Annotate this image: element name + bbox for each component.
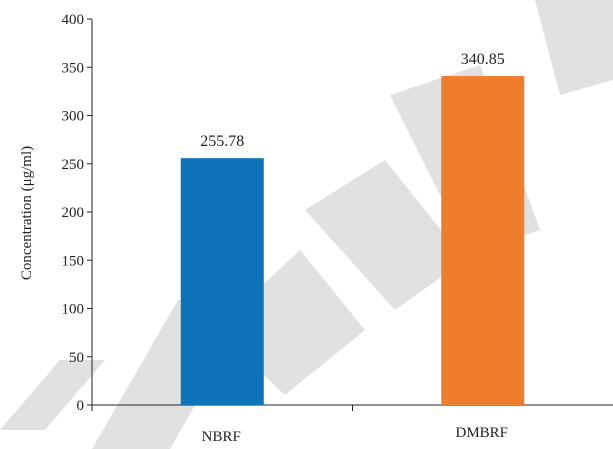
data-label-nbrf: 255.78: [200, 133, 244, 150]
x-category-label-dmbrf: DMBRF: [455, 425, 508, 441]
watermark-band-r: [0, 360, 105, 430]
y-tick-label: 200: [62, 205, 85, 221]
axes: 0 50 100 150 200 250 300 350 400: [62, 12, 613, 414]
y-tick-label: 0: [77, 398, 85, 414]
watermark-band-c: [535, 0, 613, 95]
y-tick-label: 250: [62, 157, 85, 173]
y-tick-label: 300: [62, 109, 85, 125]
bars: [180, 76, 525, 406]
y-axis-title: Concentration (μg/ml): [19, 146, 35, 280]
y-tick-label: 150: [62, 253, 85, 269]
bar-nbrf: [180, 158, 264, 405]
watermark-band-r2: [305, 160, 465, 310]
y-tick-label: 400: [62, 12, 85, 28]
data-label-dmbrf: 340.85: [461, 51, 505, 68]
y-tick-label: 100: [62, 302, 85, 318]
y-tick-label: 350: [62, 60, 85, 76]
x-category-label-nbrf: NBRF: [202, 429, 241, 445]
bar-dmbrf: [441, 76, 525, 406]
labels: 255.78 NBRF 340.85 DMBRF: [200, 51, 508, 445]
y-tick-label: 50: [69, 350, 84, 366]
